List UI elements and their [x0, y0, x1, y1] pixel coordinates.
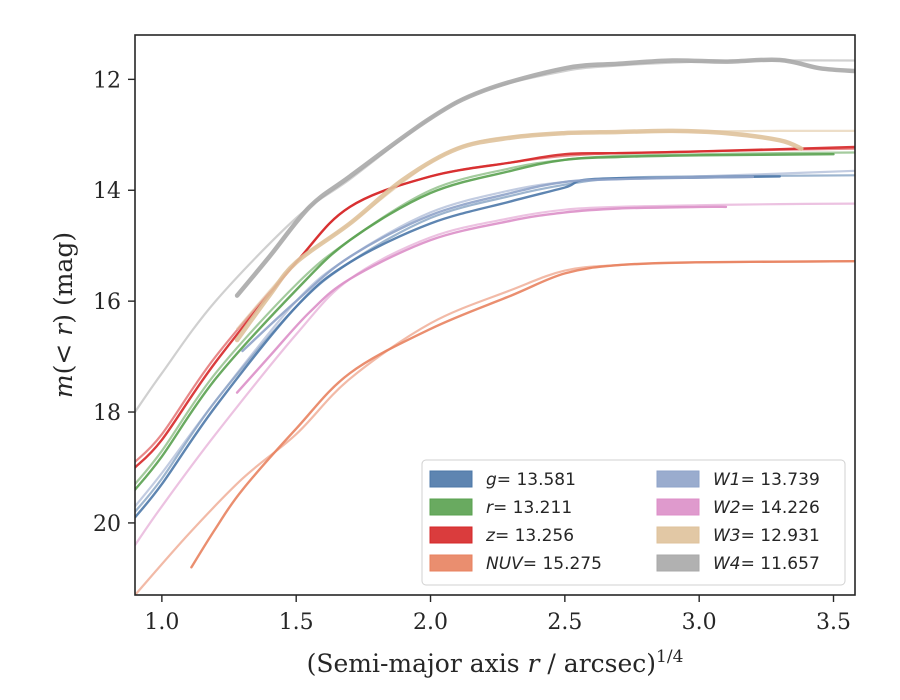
legend-label-nuv: NUV= 15.275 — [486, 554, 602, 574]
x-axis-title: (Semi-major axis r / arcsec)1/4 — [307, 647, 684, 678]
series-w2-data-line — [235, 205, 728, 394]
y-tick-label: 12 — [93, 68, 121, 93]
x-tick-label: 3.0 — [682, 610, 717, 635]
legend-label-w2: W2= 14.226 — [713, 498, 820, 518]
y-axis-title: m(< r) (mag) — [49, 232, 78, 398]
series-w3-model-line — [236, 129, 855, 330]
series-z-data-line — [135, 145, 855, 469]
legend-swatch-w4 — [656, 554, 700, 572]
series-r-model-line — [135, 151, 855, 486]
legend-label-r: r= 13.211 — [486, 498, 572, 518]
series-w4-data-line — [234, 57, 855, 298]
legend-swatch-g — [429, 470, 473, 488]
legend: g= 13.581 r= 13.211 z= 13.256 NUV= 15.275 W1… — [421, 459, 846, 586]
legend-label-w4: W4= 11.657 — [713, 554, 820, 574]
legend-swatch-w2 — [656, 498, 700, 516]
legend-swatch-nuv — [429, 554, 473, 572]
legend-label-w3: W3= 12.931 — [713, 526, 820, 546]
legend-swatch-w1 — [656, 470, 700, 488]
plot-frame — [134, 34, 856, 596]
series-w3-data-line — [234, 128, 804, 343]
x-tick-label: 1.0 — [144, 610, 179, 635]
legend-label-w1: W1= 13.739 — [713, 470, 820, 490]
series-r-data-line — [135, 153, 835, 491]
y-tick-label: 18 — [93, 401, 121, 426]
legend-frame — [421, 459, 846, 586]
series-nuv-data-line — [190, 260, 855, 569]
series-w2-model-line — [135, 202, 855, 547]
legend-label-z: z= 13.256 — [485, 526, 574, 546]
x-tick-label: 1.5 — [279, 610, 314, 635]
series-w1-data-line — [241, 175, 755, 353]
legend-label-g: g= 13.581 — [486, 470, 576, 490]
series-w4-model-line — [135, 59, 855, 414]
legend-swatch-r — [429, 498, 473, 516]
tick-layer: 1.0 1.5 2.0 2.5 3.0 3.5 12 14 16 18 20 — [93, 68, 851, 635]
y-tick-label: 16 — [93, 290, 121, 315]
x-tick-label: 3.5 — [816, 610, 851, 635]
y-tick-label: 20 — [93, 512, 121, 537]
series-layer — [135, 57, 855, 595]
legend-swatch-z — [429, 526, 473, 544]
y-tick-label: 14 — [93, 179, 121, 204]
x-tick-label: 2.0 — [413, 610, 448, 635]
legend-swatch-w3 — [656, 526, 700, 544]
x-tick-label: 2.5 — [547, 610, 582, 635]
